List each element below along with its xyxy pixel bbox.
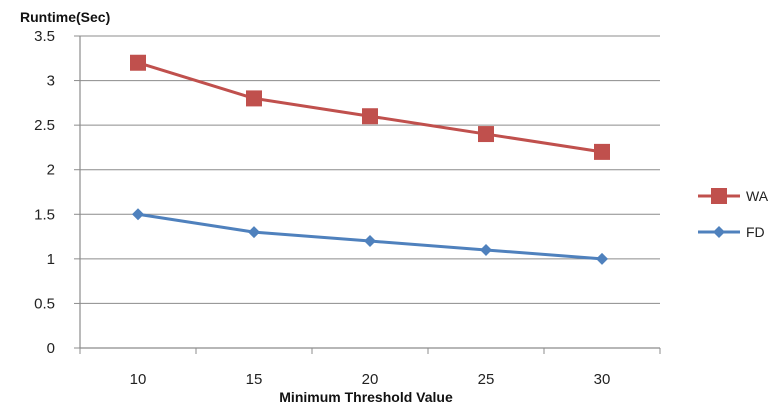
series-fd: [132, 208, 608, 265]
legend-label: WA: [746, 188, 769, 204]
y-tick-label: 2.5: [34, 117, 55, 134]
y-axis-title: Runtime(Sec): [20, 9, 110, 25]
gridlines: [74, 35, 661, 354]
y-tick-label: 3.5: [34, 28, 55, 45]
x-tick-label: 10: [130, 371, 147, 388]
x-tick-labels: 10 15 20 25 30: [130, 371, 611, 388]
legend-label: FD: [746, 224, 765, 240]
legend-marker: [711, 188, 727, 204]
data-point: [248, 226, 260, 239]
x-tick-label: 15: [246, 371, 263, 388]
data-point: [480, 243, 492, 256]
y-tick-label: 3: [47, 73, 55, 90]
y-tick-labels: 0 0.5 1 1.5 2 2.5 3 3.5: [34, 28, 55, 357]
y-tick-label: 2: [47, 162, 55, 179]
y-tick-label: 1.5: [34, 206, 55, 223]
data-point: [596, 252, 608, 265]
series: [130, 54, 610, 265]
data-point: [246, 90, 262, 107]
x-tick-label: 30: [594, 371, 611, 388]
y-tick-label: 1: [47, 251, 55, 268]
data-point: [362, 108, 378, 125]
x-tick-label: 25: [478, 371, 495, 388]
legend-item: WA: [698, 188, 769, 204]
data-point: [364, 235, 376, 248]
legend-marker: [713, 226, 725, 238]
series-wa: [130, 54, 610, 160]
y-tick-label: 0.5: [34, 295, 55, 312]
data-point: [132, 208, 144, 221]
axes: [79, 36, 660, 349]
x-axis-title: Minimum Threshold Value: [279, 389, 453, 404]
data-point: [594, 143, 610, 160]
data-point: [478, 126, 494, 143]
y-tick-label: 0: [47, 340, 55, 357]
x-tick-label: 20: [362, 371, 379, 388]
legend: WA FD: [698, 188, 769, 240]
legend-item: FD: [698, 224, 765, 240]
data-point: [130, 54, 146, 71]
series-line: [137, 61, 603, 154]
